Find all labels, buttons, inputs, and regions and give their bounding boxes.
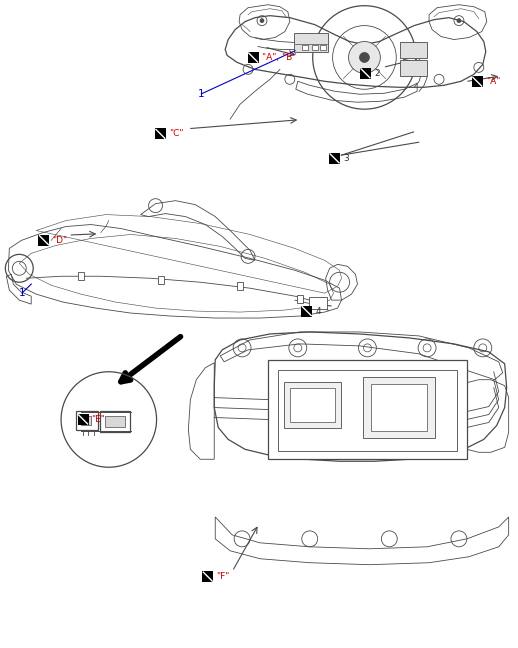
- Text: 1: 1: [19, 288, 25, 298]
- Bar: [78, 272, 84, 280]
- FancyBboxPatch shape: [309, 297, 327, 309]
- Bar: [237, 283, 243, 290]
- FancyBboxPatch shape: [364, 376, 435, 439]
- Bar: [155, 128, 166, 139]
- Text: 1: 1: [198, 89, 205, 99]
- FancyBboxPatch shape: [100, 411, 130, 432]
- FancyBboxPatch shape: [400, 41, 427, 58]
- Text: 2: 2: [374, 69, 380, 78]
- Text: 3: 3: [343, 154, 349, 163]
- Text: "C": "C": [169, 130, 183, 139]
- Bar: [78, 414, 89, 425]
- Bar: [38, 235, 49, 246]
- Bar: [81, 415, 91, 426]
- FancyBboxPatch shape: [268, 360, 467, 459]
- Bar: [157, 276, 164, 284]
- Text: "E": "E": [92, 415, 106, 424]
- Circle shape: [457, 19, 461, 23]
- FancyBboxPatch shape: [278, 370, 457, 451]
- FancyBboxPatch shape: [76, 411, 98, 430]
- FancyBboxPatch shape: [284, 382, 340, 428]
- Bar: [320, 45, 326, 51]
- Circle shape: [349, 41, 380, 73]
- Bar: [297, 295, 303, 303]
- Text: "F": "F": [216, 572, 229, 581]
- FancyBboxPatch shape: [290, 388, 335, 422]
- Text: "A", "B": "A", "B": [262, 53, 296, 62]
- Circle shape: [260, 19, 264, 23]
- Bar: [248, 52, 258, 63]
- Text: 4: 4: [315, 307, 321, 316]
- Bar: [302, 45, 308, 51]
- Bar: [360, 68, 371, 79]
- Text: "A": "A": [486, 77, 500, 86]
- Bar: [472, 76, 483, 87]
- FancyBboxPatch shape: [371, 384, 427, 432]
- Bar: [203, 571, 213, 582]
- FancyBboxPatch shape: [400, 60, 427, 76]
- Bar: [301, 306, 312, 317]
- Text: "D": "D": [52, 236, 67, 245]
- FancyBboxPatch shape: [294, 32, 327, 52]
- Bar: [105, 415, 125, 428]
- Bar: [312, 45, 318, 51]
- Circle shape: [359, 52, 369, 62]
- Bar: [329, 153, 340, 164]
